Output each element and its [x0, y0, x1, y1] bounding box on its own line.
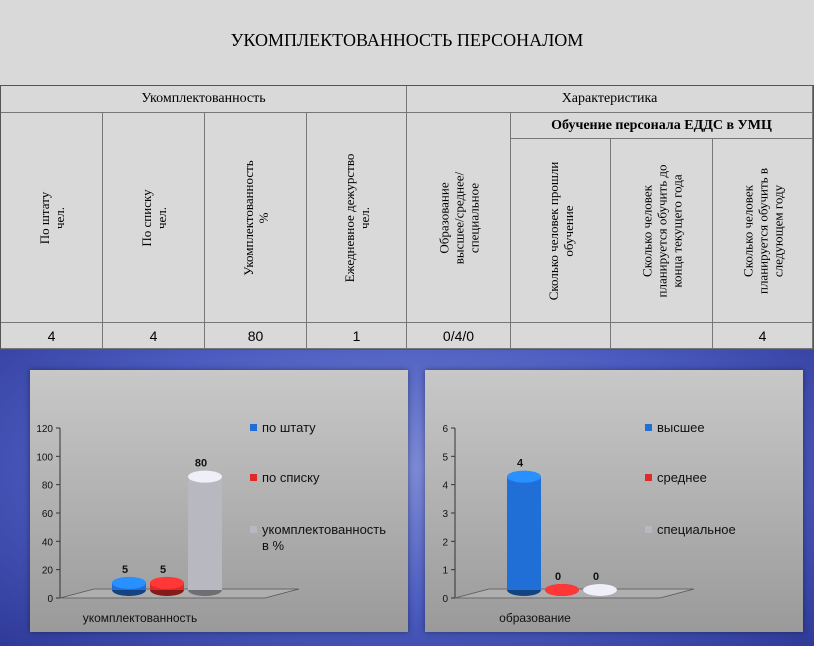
- header-trained: Сколько человек прошли обучение: [511, 139, 611, 323]
- data-label: 5: [122, 564, 128, 576]
- legend-label: специальное: [657, 522, 736, 537]
- value-plan-next-year: 4: [713, 323, 813, 349]
- y-tick-label: 40: [42, 537, 54, 548]
- chart-education: 0 1 2 3 4 5 6 4 0 0 образование высшее среднее специа…: [442, 420, 736, 625]
- header-line: Укомплектованность: [240, 159, 256, 276]
- legend-swatch: [645, 424, 652, 431]
- x-category-label: укомплектованность: [83, 611, 198, 625]
- value-education: 0/4/0: [407, 323, 511, 349]
- bar: [112, 576, 146, 596]
- data-label: 0: [555, 571, 561, 583]
- data-label: 80: [195, 458, 207, 470]
- legend-label: среднее: [657, 470, 707, 485]
- header-line: обучение: [560, 204, 576, 257]
- bar: [583, 584, 617, 596]
- y-tick-label: 100: [36, 452, 53, 463]
- group-staffing: Укомплектованность: [1, 86, 407, 113]
- header-line: По списку: [138, 188, 154, 247]
- legend-swatch: [645, 474, 652, 481]
- y-tick-label: 0: [442, 594, 448, 605]
- header-line: По штату: [36, 191, 52, 244]
- chart-panel-education: 0 1 2 3 4 5 6 4 0 0 образование высшее среднее специа…: [425, 370, 803, 632]
- bar: [188, 470, 222, 596]
- bar-top: [507, 470, 541, 483]
- bar-top: [188, 470, 222, 483]
- header-line: специальное: [466, 182, 481, 253]
- value-by-staff: 4: [1, 323, 103, 349]
- legend-label: укомплектованность в %: [262, 522, 386, 553]
- legend-label: по списку: [262, 470, 320, 485]
- bar-body: [507, 476, 541, 590]
- legend-swatch: [250, 526, 257, 533]
- data-label: 4: [517, 458, 524, 470]
- header-line: чел.: [356, 206, 372, 229]
- bar-body: [188, 476, 222, 590]
- header-line: Образование: [436, 181, 451, 254]
- bar: [150, 576, 184, 596]
- y-tick-label: 2: [442, 537, 448, 548]
- legend-label: высшее: [657, 420, 705, 435]
- y-tick-label: 120: [36, 424, 53, 435]
- chart-staffing: 0 20 40 60 80 100 120 5 5 80 укомплектованность по …: [36, 420, 386, 625]
- group-training: Обучение персонала ЕДДС в УМЦ: [511, 113, 813, 139]
- y-tick-label: 80: [42, 481, 54, 492]
- header-line: планируется обучить до: [654, 164, 669, 297]
- y-tick-label: 0: [47, 594, 53, 605]
- value-trained: [511, 323, 611, 349]
- y-tick-label: 3: [442, 509, 448, 520]
- header-line: Сколько человек: [740, 184, 755, 277]
- y-tick-label: 1: [442, 566, 448, 577]
- bar-top: [583, 584, 617, 596]
- y-tick-label: 6: [442, 424, 448, 435]
- bar: [507, 470, 541, 596]
- header-plan-this-year: Сколько человек планируется обучить до кон…: [611, 139, 713, 323]
- value-plan-this-year: [611, 323, 713, 349]
- y-tick-label: 60: [42, 509, 54, 520]
- y-tick-label: 5: [442, 452, 448, 463]
- header-line: чел.: [51, 206, 67, 229]
- group-characteristic: Характеристика: [407, 86, 813, 113]
- header-line: следующем году: [770, 184, 785, 277]
- header-line: Ежедневное дежурство: [341, 153, 357, 282]
- header-daily-duty: Ежедневное дежурство чел.: [307, 113, 407, 323]
- header-line: высшее/среднее/: [451, 171, 466, 264]
- value-daily-duty: 1: [307, 323, 407, 349]
- header-line: Сколько человек: [639, 184, 654, 277]
- header-by-staff: По штату чел.: [1, 113, 103, 323]
- data-label: 5: [160, 564, 166, 576]
- chart-panel-staffing: 0 20 40 60 80 100 120 5 5 80 укомплектованность по …: [30, 370, 408, 632]
- header-staffing-percent: Укомплектованность%: [205, 113, 307, 323]
- data-label: 0: [593, 571, 599, 583]
- legend-swatch: [645, 526, 652, 533]
- bar-top: [112, 576, 146, 589]
- header-plan-next-year: Сколько человек планируется обучить в след…: [713, 139, 813, 323]
- header-line: Сколько человек прошли: [545, 161, 561, 300]
- header-line: %: [255, 212, 271, 223]
- header-line: конца текущего года: [669, 173, 684, 288]
- x-category-label: образование: [499, 611, 571, 625]
- legend-swatch: [250, 474, 257, 481]
- value-staffing-percent: 80: [205, 323, 307, 349]
- header-by-list: По списку чел.: [103, 113, 205, 323]
- bar-top: [545, 584, 579, 596]
- value-by-list: 4: [103, 323, 205, 349]
- charts-area: 0 20 40 60 80 100 120 5 5 80 укомплектованность по …: [0, 350, 814, 646]
- header-line: чел.: [153, 206, 169, 229]
- bar-top: [150, 576, 184, 589]
- y-tick-label: 20: [42, 566, 54, 577]
- legend-swatch: [250, 424, 257, 431]
- page-title: УКОМПЛЕКТОВАННОСТЬ ПЕРСОНАЛОМ: [230, 30, 584, 50]
- legend-label: по штату: [262, 420, 316, 435]
- header-line: планируется обучить в: [755, 167, 770, 294]
- bar: [545, 584, 579, 596]
- header-education: Образование высшее/среднее/специальное: [407, 113, 511, 323]
- staffing-table: Укомплектованность Характеристика Обучен…: [0, 85, 814, 350]
- y-tick-label: 4: [442, 481, 448, 492]
